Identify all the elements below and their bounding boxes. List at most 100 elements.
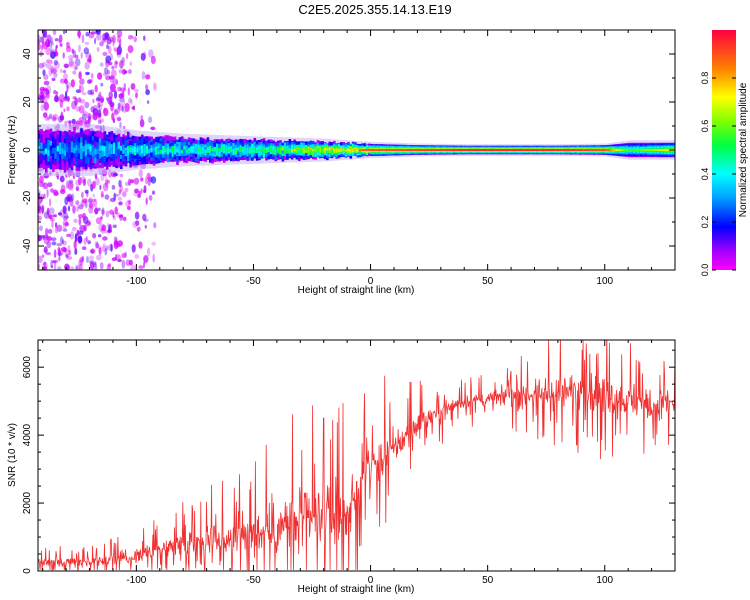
noise-blob bbox=[52, 30, 57, 36]
spectrogram-cell bbox=[84, 144, 88, 151]
noise-blob bbox=[71, 118, 76, 124]
spectrogram-cell bbox=[66, 147, 69, 159]
ridge-cell bbox=[471, 149, 474, 151]
noise-blob bbox=[66, 41, 69, 47]
x-tick-label: 100 bbox=[596, 575, 613, 586]
ridge-cell bbox=[468, 149, 472, 151]
noise-blob bbox=[112, 78, 119, 85]
noise-blob bbox=[40, 182, 46, 188]
colorbar-label: Normalized spectral amplitude bbox=[738, 82, 749, 217]
noise-blob bbox=[140, 52, 146, 61]
noise-blob bbox=[123, 82, 127, 92]
noise-blob bbox=[52, 260, 57, 264]
noise-blob bbox=[130, 99, 133, 106]
spectrogram-cell bbox=[61, 148, 64, 154]
noise-blob bbox=[50, 65, 54, 74]
noise-blob bbox=[39, 36, 45, 43]
spectrogram-cell bbox=[117, 148, 121, 154]
noise-blob bbox=[121, 105, 124, 112]
noise-blob bbox=[64, 263, 70, 270]
noise-blob bbox=[66, 256, 73, 260]
spectrogram-cell bbox=[333, 148, 336, 151]
spectrogram-cell bbox=[77, 147, 81, 153]
noise-blob bbox=[57, 251, 63, 257]
noise-blob bbox=[112, 39, 115, 47]
noise-blob bbox=[85, 71, 90, 76]
spectrogram-cell bbox=[145, 146, 149, 151]
noise-blob bbox=[49, 207, 55, 215]
ridge-cell bbox=[595, 149, 598, 151]
noise-blob bbox=[141, 71, 146, 80]
spectrogram-cell bbox=[115, 147, 118, 153]
ridge-cell bbox=[588, 149, 591, 151]
spectrogram-cell bbox=[225, 148, 228, 152]
spectrogram-cell bbox=[91, 144, 95, 156]
spectrogram-cell bbox=[335, 148, 338, 153]
spectrogram-cell bbox=[75, 145, 79, 151]
noise-blob bbox=[43, 246, 48, 254]
spectrogram-cell bbox=[356, 149, 360, 152]
noise-blob bbox=[46, 34, 52, 39]
noise-blob bbox=[56, 266, 62, 270]
noise-blob bbox=[82, 111, 88, 116]
noise-blob bbox=[99, 62, 104, 67]
noise-blob bbox=[93, 261, 97, 265]
ridge-cell bbox=[475, 149, 479, 151]
ridge-cell bbox=[572, 149, 575, 151]
spectrogram-cell bbox=[124, 150, 128, 155]
noise-blob bbox=[90, 31, 97, 35]
colorbar-tick-label: 0.8 bbox=[700, 72, 710, 85]
noise-blob bbox=[81, 34, 85, 44]
x-tick-label: 50 bbox=[482, 575, 494, 586]
noise-blob bbox=[101, 246, 106, 252]
ridge-cell bbox=[550, 149, 554, 151]
spectrogram-cell bbox=[246, 149, 249, 153]
spectrogram-cell bbox=[63, 150, 67, 156]
noise-blob bbox=[51, 115, 57, 122]
noise-blob bbox=[143, 51, 147, 60]
noise-blob bbox=[144, 224, 147, 229]
spectrogram-cell bbox=[138, 146, 142, 151]
spectrogram-cell bbox=[283, 146, 287, 152]
noise-blob bbox=[150, 126, 156, 131]
noise-blob bbox=[46, 207, 50, 216]
ridge-cell bbox=[562, 149, 565, 151]
noise-blob bbox=[87, 89, 93, 95]
spectrogram-cell bbox=[328, 147, 331, 153]
noise-blob bbox=[92, 263, 97, 267]
noise-blob bbox=[105, 245, 109, 251]
noise-blob bbox=[38, 255, 43, 264]
noise-blob bbox=[71, 48, 75, 54]
noise-blob bbox=[95, 217, 102, 225]
ridge-cell bbox=[579, 149, 582, 151]
noise-blob bbox=[89, 114, 95, 120]
spectrogram-cell bbox=[244, 148, 247, 155]
noise-blob bbox=[152, 190, 155, 195]
noise-blob bbox=[49, 44, 53, 52]
noise-blob bbox=[106, 97, 113, 104]
ridge-cell bbox=[443, 149, 446, 151]
colorbar-tick-label: 0.6 bbox=[700, 120, 710, 133]
noise-blob bbox=[72, 70, 77, 75]
ridge-cell bbox=[415, 149, 418, 151]
noise-blob bbox=[80, 191, 84, 198]
spectrogram-cell bbox=[159, 150, 163, 154]
spectrogram-cell bbox=[80, 143, 83, 149]
y-tick-label: 6000 bbox=[22, 356, 33, 379]
noise-blob bbox=[105, 55, 112, 64]
noise-blob bbox=[88, 255, 95, 260]
ridge-cell bbox=[412, 149, 416, 151]
noise-blob bbox=[145, 84, 149, 90]
noise-blob bbox=[119, 97, 125, 103]
noise-blob bbox=[66, 233, 71, 237]
ridge-cell bbox=[656, 149, 659, 151]
noise-blob bbox=[95, 254, 102, 261]
ridge-cell bbox=[466, 149, 469, 151]
noise-blob bbox=[86, 118, 92, 123]
ridge-cell bbox=[529, 149, 533, 151]
noise-blob bbox=[58, 34, 63, 43]
noise-blob bbox=[39, 86, 45, 92]
noise-blob bbox=[108, 91, 113, 100]
noise-blob bbox=[50, 49, 56, 54]
noise-blob bbox=[85, 31, 90, 37]
